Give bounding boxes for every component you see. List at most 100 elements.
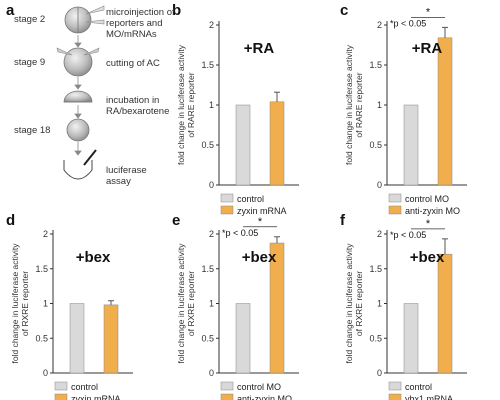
bar	[235, 303, 251, 374]
step-label: microinjection of reporters and MO/mRNAs	[106, 7, 175, 40]
stage-label: stage 2	[14, 14, 46, 25]
forceps-icon	[83, 47, 100, 56]
chart-panel-c: 0 0.5 1 1.5 2 fold change in luciferase activ…	[344, 6, 467, 216]
y-tick-label: 0	[43, 368, 48, 378]
legend-label: zyxin mRNA	[237, 206, 287, 216]
panel-letter-c: c	[340, 2, 349, 19]
y-axis-label-line: fold change in luciferase activity	[176, 44, 186, 165]
y-axis-label: fold change in luciferase activity of RXR…	[176, 243, 196, 364]
step-label: luciferase assay	[106, 165, 147, 187]
y-axis-label-line: fold change in luciferase activity	[176, 243, 186, 364]
y-tick-label: 0.5	[201, 333, 214, 343]
y-tick-label: 1	[43, 299, 48, 309]
panel-letter-a: a	[6, 2, 15, 19]
significance-label: *p < 0.05	[390, 18, 426, 28]
y-axis-label-line: of RXRE reporter	[20, 271, 30, 336]
y-tick-label: 1	[377, 100, 382, 110]
stage-label: stage 9	[14, 57, 46, 68]
y-axis-label-line: of RXRE reporter	[186, 271, 196, 336]
legend-swatch	[220, 205, 234, 215]
y-tick-label: 1.5	[35, 264, 48, 274]
bar	[437, 253, 453, 374]
forceps-icon	[56, 47, 73, 56]
legend-swatch	[388, 205, 402, 215]
legend-swatch	[388, 393, 402, 400]
treatment-label: +RA	[244, 40, 275, 57]
arrow-icon	[74, 35, 82, 156]
legend-label: control	[71, 382, 98, 392]
y-axis-label: fold change in luciferase activity of RXR…	[344, 243, 364, 364]
panel-letter-b: b	[172, 2, 182, 19]
legend-swatch	[54, 393, 68, 400]
y-tick-label: 2	[43, 229, 48, 239]
y-tick-label: 1.5	[201, 60, 214, 70]
y-axis-label: fold change in luciferase activity of RAR…	[344, 44, 364, 165]
y-tick-label: 0	[377, 368, 382, 378]
significance-star: *	[258, 216, 263, 228]
panel-letter-d: d	[6, 212, 16, 229]
tube-icon	[63, 149, 97, 180]
y-tick-label: 0	[377, 180, 382, 190]
y-axis-label-line: of RARE reporter	[186, 72, 196, 137]
legend-swatch	[388, 381, 402, 391]
y-axis-label-line: fold change in luciferase activity	[10, 243, 20, 364]
y-tick-label: 2	[377, 229, 382, 239]
panel-letter-f: f	[340, 212, 345, 229]
legend-swatch	[54, 381, 68, 391]
y-tick-label: 1	[209, 100, 214, 110]
needle-icon	[85, 5, 105, 15]
legend-label: control MO	[237, 382, 281, 392]
legend-swatch	[220, 381, 234, 391]
legend-swatch	[220, 393, 234, 400]
y-tick-label: 2	[209, 229, 214, 239]
significance-label: *p < 0.05	[222, 228, 258, 238]
y-tick-label: 1.5	[201, 264, 214, 274]
y-tick-label: 0	[209, 368, 214, 378]
bar	[69, 303, 85, 374]
workflow-drawing	[56, 5, 105, 180]
y-tick-label: 2	[377, 20, 382, 30]
y-tick-label: 0.5	[201, 140, 214, 150]
y-axis-label-line: of RXRE reporter	[354, 271, 364, 336]
bar	[235, 104, 251, 186]
y-axis-label-line: fold change in luciferase activity	[344, 44, 354, 165]
treatment-label: +bex	[76, 249, 111, 266]
embryo-stage9	[56, 47, 100, 77]
y-tick-label: 0	[209, 180, 214, 190]
y-axis-label: fold change in luciferase activity of RXR…	[10, 243, 30, 364]
treatment-label: +bex	[242, 249, 277, 266]
legend-label: control	[405, 382, 432, 392]
legend-label: anti-zyxin MO	[405, 206, 460, 216]
chart-panel-b: 0 0.5 1 1.5 2 fold change in luciferase activ…	[176, 20, 299, 216]
significance-star: *	[426, 6, 431, 18]
legend-swatch	[220, 193, 234, 203]
legend-label: control MO	[405, 194, 449, 204]
bar	[403, 104, 419, 186]
bar	[269, 101, 285, 186]
bar	[403, 303, 419, 374]
y-tick-label: 2	[209, 20, 214, 30]
legend-label: control	[237, 194, 264, 204]
legend-label: anti-zyxin MO	[237, 394, 292, 400]
step-label: cutting of AC	[106, 58, 160, 69]
y-tick-label: 1.5	[369, 264, 382, 274]
legend-label: ybx1 mRNA	[405, 394, 453, 400]
significance-star: *	[426, 218, 431, 230]
y-tick-label: 0.5	[35, 333, 48, 343]
chart-panel-e: 0 0.5 1 1.5 2 fold change in luciferase activ…	[176, 216, 299, 400]
treatment-label: +RA	[412, 40, 443, 57]
y-axis-label-line: of RARE reporter	[354, 72, 364, 137]
embryo-stage2	[64, 5, 105, 34]
bar	[437, 37, 453, 186]
y-tick-label: 0.5	[369, 333, 382, 343]
y-tick-label: 1	[209, 299, 214, 309]
y-tick-label: 0.5	[369, 140, 382, 150]
pipette-icon	[83, 149, 97, 166]
step-label: incubation in RA/bexarotene	[106, 95, 170, 117]
panel-letter-e: e	[172, 212, 181, 229]
needle-icon	[85, 19, 105, 25]
chart-panel-d: 0 0.5 1 1.5 2 fold change in luciferase activ…	[10, 229, 133, 400]
y-axis-label: fold change in luciferase activity of RAR…	[176, 44, 196, 165]
stage-label: stage 18	[14, 125, 51, 136]
